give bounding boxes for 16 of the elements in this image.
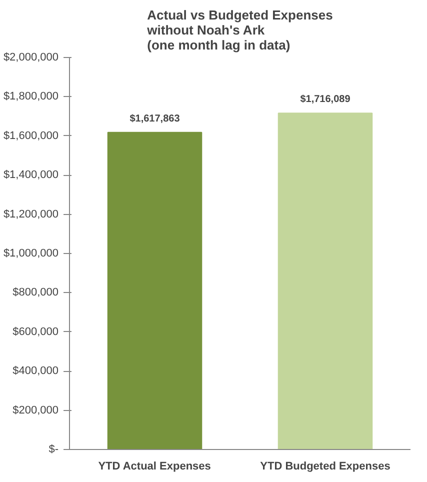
y-tick-label: $600,000 <box>12 326 59 338</box>
y-tick-label: $1,600,000 <box>3 130 59 142</box>
data-label: $1,617,863 <box>130 113 180 124</box>
y-tick-label: $1,200,000 <box>3 208 59 220</box>
y-tick-label: $1,800,000 <box>3 90 59 103</box>
data-label: $1,716,089 <box>300 94 351 106</box>
x-tick-label: YTD Actual Expenses <box>98 460 211 472</box>
y-tick-label: $800,000 <box>12 286 59 299</box>
y-tick-label: $- <box>48 444 59 456</box>
y-tick-label: $200,000 <box>12 404 59 416</box>
y-tick-label: $1,000,000 <box>3 248 59 260</box>
y-tick-label: $1,400,000 <box>3 169 59 182</box>
y-tick-label: $2,000,000 <box>3 52 59 64</box>
x-tick-label: YTD Budgeted Expenses <box>260 460 390 472</box>
chart-title: Actual vs Budgeted Expenses without Noah's Ark (one month lag in data) <box>146 8 333 52</box>
y-tick-label: $400,000 <box>12 365 59 378</box>
